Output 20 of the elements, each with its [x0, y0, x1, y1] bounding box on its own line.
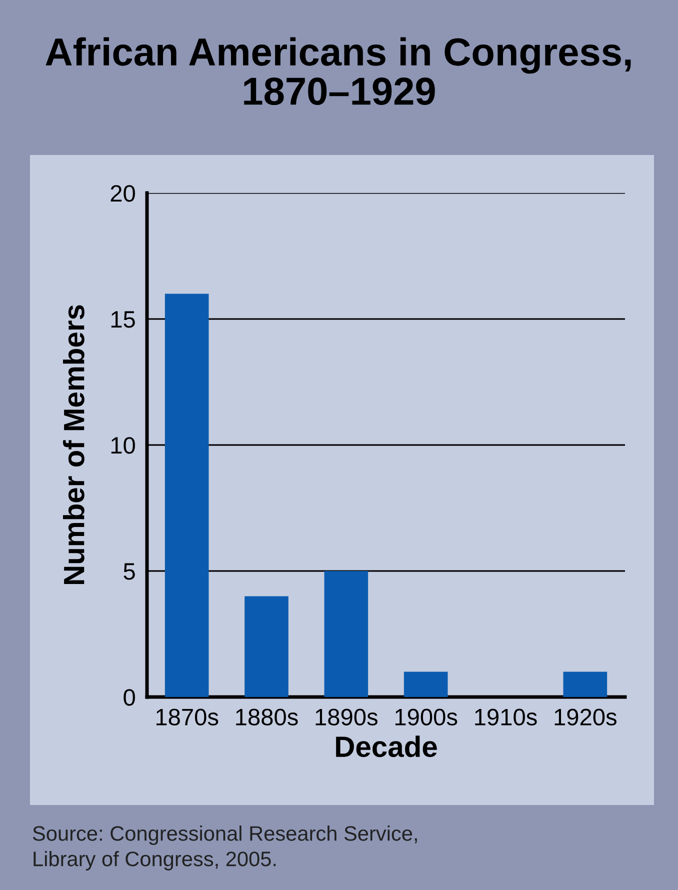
x-tick-label: 1890s: [316, 708, 378, 726]
x-tick-label: 1900s: [395, 708, 458, 726]
bar: [244, 596, 288, 697]
y-tick-label: 5: [124, 563, 135, 580]
x-tick-label: 1910s: [475, 708, 537, 726]
x-tick-label: 1920s: [554, 708, 616, 726]
bar: [324, 571, 368, 697]
y-tick-label: 0: [124, 689, 135, 706]
y-tick-label: 20: [110, 185, 135, 202]
y-tick-label: 15: [111, 311, 135, 328]
source-note: Source: Congressional Research Service, Library of Congress, 2005.: [32, 826, 417, 870]
x-axis-title: Decade: [336, 736, 437, 758]
bar: [164, 294, 209, 697]
x-tick-label: 1880s: [236, 708, 298, 726]
bar: [563, 672, 608, 697]
chart-title: African Americans in Congress, 1870–1929: [46, 37, 631, 106]
y-axis-title: Number of Members: [62, 305, 84, 584]
bar: [404, 672, 448, 697]
x-tick-label: 1870s: [156, 708, 218, 726]
y-tick-label: 10: [111, 437, 135, 454]
